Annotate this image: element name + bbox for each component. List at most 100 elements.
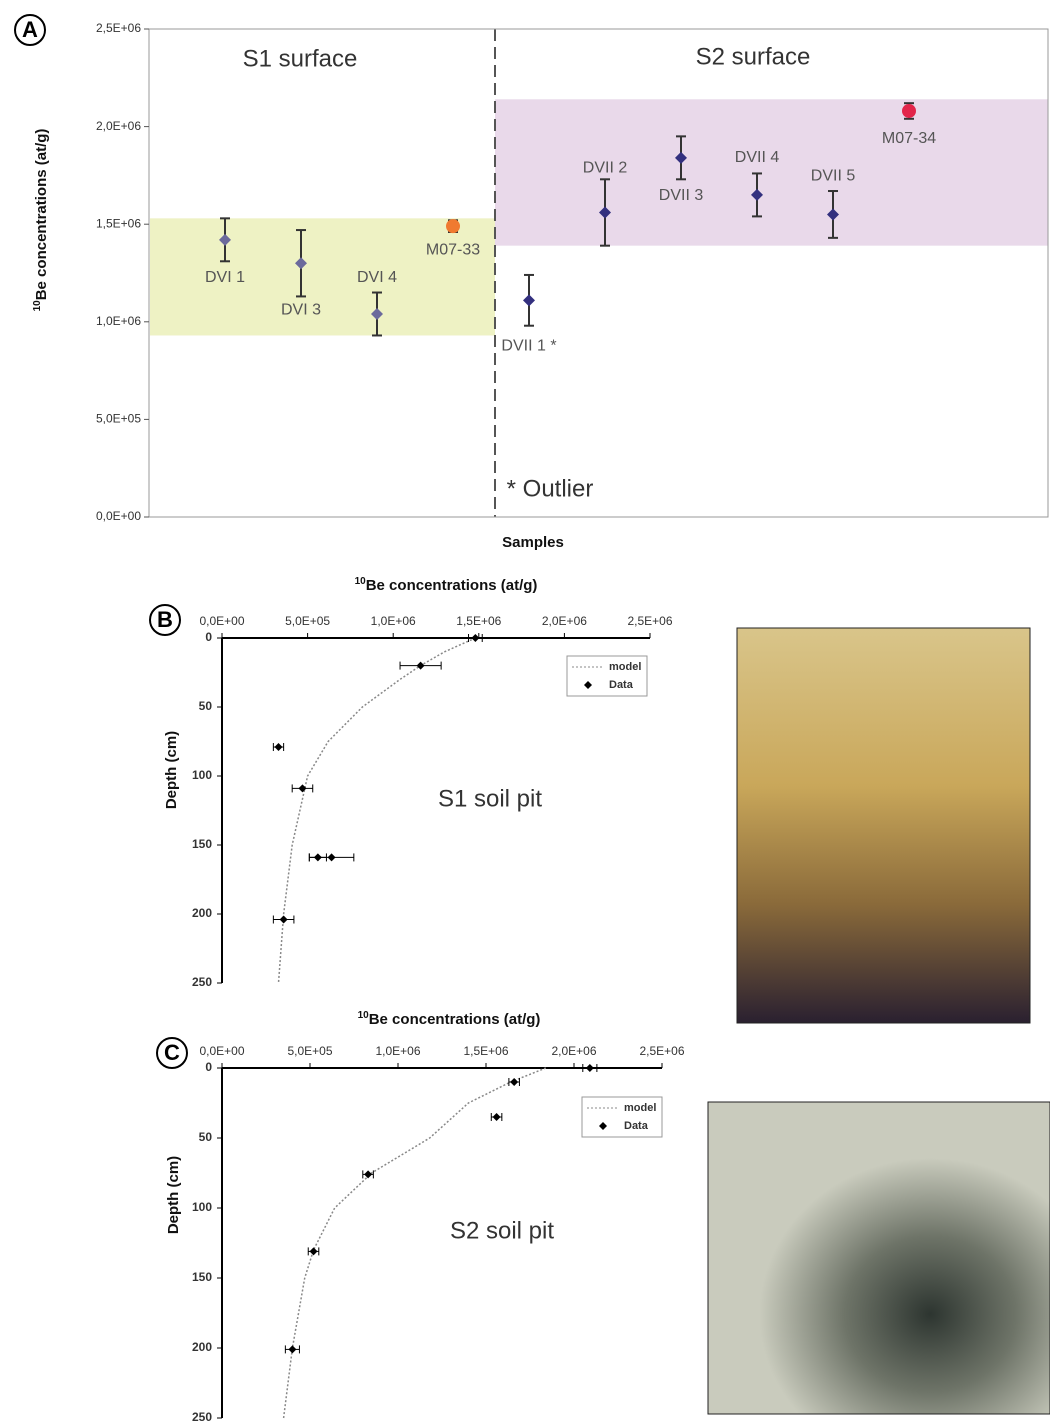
y-tick-label: 250 — [192, 1410, 212, 1424]
point-label: DVI 3 — [281, 301, 321, 318]
point-label: DVII 5 — [811, 168, 856, 185]
data-point — [582, 1064, 598, 1072]
data-point — [468, 634, 483, 642]
y-tick-label: 150 — [192, 1270, 212, 1284]
x-tick-label: 2,5E+06 — [639, 1044, 684, 1058]
sample-point: DVII 5 — [811, 168, 856, 239]
point — [279, 915, 288, 924]
point — [523, 294, 535, 307]
legend-box — [581, 1096, 663, 1138]
sample-point: DVII 2 — [583, 160, 628, 247]
x-tick-label: 1,5E+06 — [456, 614, 501, 628]
data-point — [362, 1170, 374, 1179]
panel-letter: B — [157, 607, 173, 632]
point — [902, 103, 916, 118]
data-point — [308, 853, 355, 862]
point — [827, 208, 839, 221]
point-label: M07-34 — [882, 130, 936, 147]
panel-circle — [156, 1037, 188, 1069]
point-label: DVII 4 — [735, 149, 780, 166]
y-tick-label: 1,5E+06 — [96, 216, 141, 230]
chart-title-sup: 10 — [355, 576, 367, 587]
y-tick-label: 0 — [205, 630, 212, 644]
plot-frame — [148, 28, 1049, 518]
point-label: DVII 1 * — [501, 338, 556, 355]
chart-title: 10Be concentrations (at/g) — [358, 1010, 541, 1028]
point-label: DVII 2 — [583, 160, 628, 177]
data-point — [272, 915, 295, 924]
panel-letter: A — [22, 17, 38, 42]
data-point — [284, 1345, 300, 1354]
point — [309, 1247, 318, 1256]
x-tick-label: 1,0E+06 — [375, 1044, 420, 1058]
point — [364, 1170, 373, 1179]
y-tick-label: 50 — [199, 1130, 213, 1144]
x-tick-label: 5,0E+05 — [285, 614, 330, 628]
x-tick-label: 1,0E+06 — [371, 614, 416, 628]
chart-title: 10Be concentrations (at/g) — [355, 576, 538, 594]
point — [471, 634, 480, 642]
sample-point: DVII 3 — [659, 135, 704, 204]
y-tick-label: 250 — [192, 975, 212, 989]
point-label: M07-33 — [426, 241, 480, 258]
sample-point: DVII 1 * — [501, 273, 557, 355]
chart-title-main: Be concentrations (at/g) — [369, 1011, 541, 1028]
point — [416, 661, 425, 670]
y-tick-label: 200 — [192, 906, 212, 920]
panel-circle — [14, 14, 46, 46]
legend-box — [566, 655, 648, 697]
y-tick-label: 5,0E+05 — [96, 412, 141, 426]
y-tick-label: 2,5E+06 — [96, 21, 141, 35]
legend-swatch — [584, 681, 592, 689]
legend-label: Data — [624, 1120, 649, 1132]
y-axis-title: Depth (cm) — [165, 1156, 182, 1234]
point-label: DVI 1 — [205, 269, 245, 286]
point — [446, 219, 460, 234]
data-point — [272, 743, 285, 752]
legend-label: model — [609, 661, 641, 673]
model-curve — [282, 1067, 547, 1419]
point — [371, 307, 383, 320]
point — [510, 1078, 519, 1086]
point — [675, 151, 687, 164]
panel-circle — [149, 604, 181, 636]
surface-label: S2 surface — [696, 43, 811, 70]
y-axis-title-main: Be concentrations (at/g) — [33, 129, 50, 301]
chart-title-main: Be concentrations (at/g) — [366, 577, 538, 594]
point — [219, 233, 231, 246]
y-tick-label: 0 — [205, 1060, 212, 1074]
photo-s1-pit — [736, 627, 1031, 1024]
legend-label: Data — [609, 679, 634, 691]
surface-label: S1 surface — [243, 45, 358, 72]
x-tick-label: 1,5E+06 — [463, 1044, 508, 1058]
chart-title-sup: 10 — [358, 1010, 370, 1021]
point — [298, 784, 307, 793]
sample-point: DVII 4 — [735, 149, 780, 218]
point — [327, 853, 336, 862]
legend-swatch — [599, 1122, 607, 1130]
y-axis-title: Depth (cm) — [163, 731, 180, 809]
surface-band — [495, 99, 1048, 246]
legend-label: model — [624, 1102, 656, 1114]
sample-point: M07-33 — [426, 219, 480, 258]
x-tick-label: 0,0E+00 — [199, 614, 244, 628]
y-tick-label: 0,0E+00 — [96, 509, 141, 523]
y-tick-label: 100 — [192, 1200, 212, 1214]
y-tick-label: 1,0E+06 — [96, 314, 141, 328]
x-axis-title: Samples — [502, 534, 564, 551]
data-point — [307, 1247, 320, 1256]
model-curve — [277, 637, 476, 984]
x-tick-label: 5,0E+05 — [287, 1044, 332, 1058]
y-tick-label: 100 — [192, 768, 212, 782]
data-point — [490, 1113, 503, 1121]
data-point — [508, 1078, 520, 1086]
annotation: S1 soil pit — [438, 785, 542, 812]
panel-letter: C — [164, 1040, 180, 1065]
point-label: DVII 3 — [659, 187, 704, 204]
surface-band — [150, 218, 495, 336]
sample-point: DVI 4 — [357, 269, 397, 337]
data-point — [399, 661, 442, 670]
y-axis-title: 10Be concentrations (at/g) — [32, 129, 50, 312]
data-point — [291, 784, 314, 793]
